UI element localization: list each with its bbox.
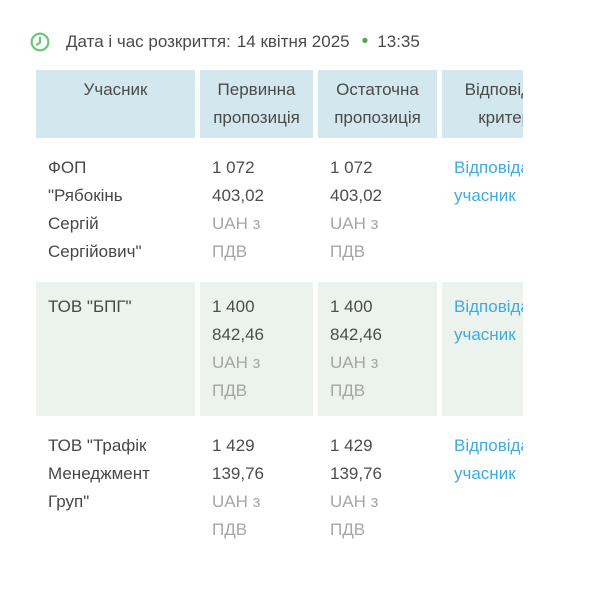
header-final-proposal: Остаточна пропозиція	[318, 70, 437, 138]
participant-name: ФОП "Рябокінь Сергій Сергійович"	[36, 143, 195, 277]
initial-vat-note: UAH з ПДВ	[212, 492, 261, 539]
criteria-cell: Відповідає учасник	[442, 143, 523, 277]
participant-name: ТОВ "БПГ"	[36, 282, 195, 416]
initial-amount: 1 072 403,02	[212, 158, 264, 205]
participant-name: ТОВ "Трафік Менеджмент Груп"	[36, 421, 195, 555]
page: Дата і час розкриття: 14 квітня 2025 • 1…	[0, 31, 600, 560]
header-participant: Учасник	[36, 70, 195, 138]
header-criteria: Відповідність критеріям	[442, 70, 523, 138]
criteria-link[interactable]: Відповідає учасник	[454, 297, 523, 344]
disclosure-date-line: Дата і час розкриття: 14 квітня 2025 • 1…	[30, 31, 600, 52]
disclosure-label: Дата і час розкриття:	[66, 32, 231, 51]
initial-proposal-cell: 1 072 403,02 UAH з ПДВ	[200, 143, 313, 277]
final-proposal-cell: 1 429 139,76 UAH з ПДВ	[318, 421, 437, 555]
criteria-cell: Відповідає учасник	[442, 421, 523, 555]
final-amount: 1 072 403,02	[330, 158, 382, 205]
criteria-link[interactable]: Відповідає учасник	[454, 436, 523, 483]
initial-proposal-cell: 1 400 842,46 UAH з ПДВ	[200, 282, 313, 416]
bids-table-container: Учасник Первинна пропозиція Остаточна пр…	[31, 65, 523, 560]
clock-icon	[30, 32, 50, 52]
final-vat-note: UAH з ПДВ	[330, 214, 379, 261]
bullet-separator-icon: •	[361, 31, 369, 52]
criteria-cell: Відповідає учасник	[442, 282, 523, 416]
disclosure-date: 14 квітня 2025	[236, 32, 350, 51]
initial-vat-note: UAH з ПДВ	[212, 214, 261, 261]
final-vat-note: UAH з ПДВ	[330, 492, 379, 539]
criteria-link[interactable]: Відповідає учасник	[454, 158, 523, 205]
final-proposal-cell: 1 400 842,46 UAH з ПДВ	[318, 282, 437, 416]
initial-vat-note: UAH з ПДВ	[212, 353, 261, 400]
disclosure-time: 13:35	[377, 32, 420, 51]
final-proposal-cell: 1 072 403,02 UAH з ПДВ	[318, 143, 437, 277]
table-row: ТОВ "Трафік Менеджмент Груп" 1 429 139,7…	[36, 421, 523, 555]
bids-table: Учасник Первинна пропозиція Остаточна пр…	[31, 65, 523, 560]
initial-amount: 1 400 842,46	[212, 297, 264, 344]
table-header-row: Учасник Первинна пропозиція Остаточна пр…	[36, 70, 523, 138]
final-vat-note: UAH з ПДВ	[330, 353, 379, 400]
final-amount: 1 400 842,46	[330, 297, 382, 344]
table-row: ТОВ "БПГ" 1 400 842,46 UAH з ПДВ 1 400 8…	[36, 282, 523, 416]
initial-proposal-cell: 1 429 139,76 UAH з ПДВ	[200, 421, 313, 555]
table-row: ФОП "Рябокінь Сергій Сергійович" 1 072 4…	[36, 143, 523, 277]
final-amount: 1 429 139,76	[330, 436, 382, 483]
header-initial-proposal: Первинна пропозиція	[200, 70, 313, 138]
initial-amount: 1 429 139,76	[212, 436, 264, 483]
